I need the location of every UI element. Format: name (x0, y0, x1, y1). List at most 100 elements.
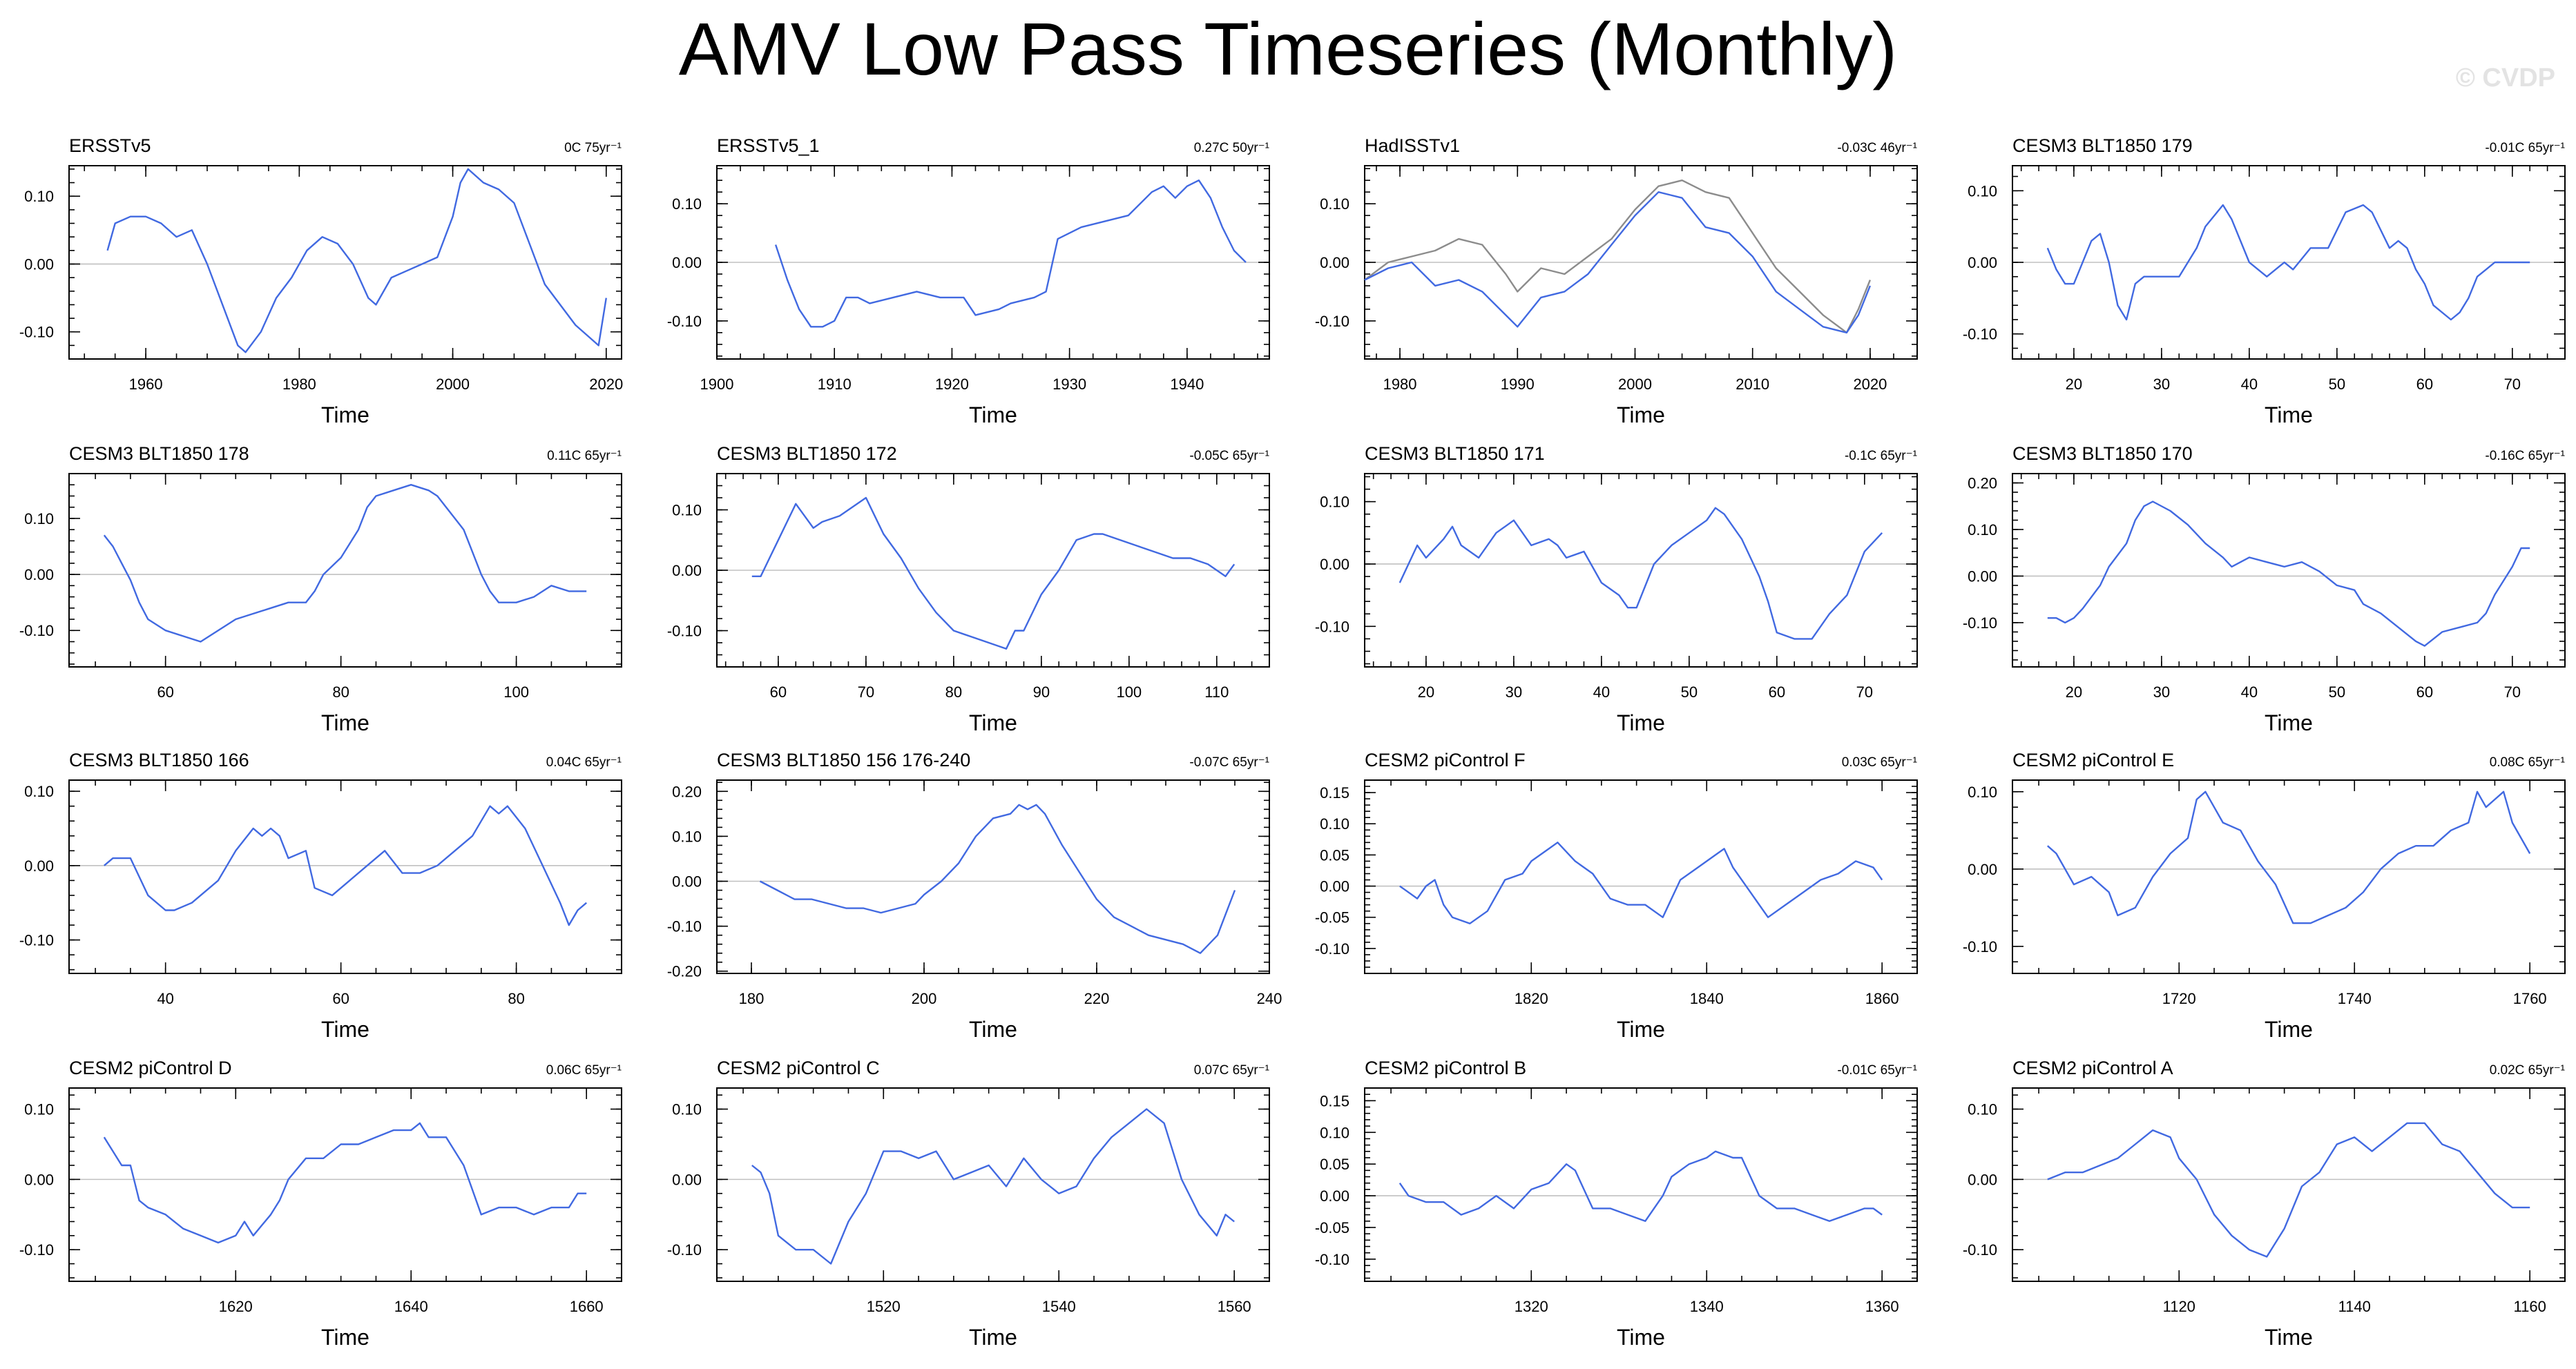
x-axis-label: Time (2265, 1325, 2313, 1350)
x-tick-label: 1840 (1690, 990, 1724, 1007)
y-tick-label: -0.10 (1963, 614, 1997, 632)
chart-panel: 0.10 0.00 -0.10 1720 1740 1760 CESM2 piControl… (1963, 750, 2566, 1042)
y-tick-label: 0.05 (1320, 846, 1349, 864)
chart-panel: 0.10 0.00 -0.10 60 70 80 90 100 110 CESM3 BLT1850… (667, 443, 1270, 735)
series-line (103, 1122, 587, 1244)
x-tick-label: 1540 (1042, 1298, 1076, 1315)
y-tick-label: 0.10 (24, 188, 54, 205)
chart-panel: 0.10 0.00 -0.10 40 60 80 CESM3 BLT1850 166 0.04… (19, 750, 622, 1042)
y-tick-label: 0.05 (1320, 1156, 1349, 1173)
y-tick-label: -0.10 (1315, 313, 1349, 330)
y-tick-label: 0.15 (1320, 784, 1349, 802)
y-tick-label: 0.10 (24, 1101, 54, 1118)
y-tick-label: 0.10 (24, 510, 54, 527)
series-line (751, 1108, 1235, 1265)
chart-panel: 0.10 0.00 -0.10 1900 1910 1920 1930 1940 ERSSTv5… (667, 135, 1270, 427)
x-tick-label: 50 (2329, 376, 2345, 393)
x-axis-label: Time (321, 710, 369, 735)
x-tick-label: 1980 (282, 376, 316, 393)
panel-title: CESM3 BLT1850 170 (2012, 443, 2193, 464)
y-tick-label: -0.20 (667, 963, 702, 980)
chart-panel: 0.10 0.00 -0.10 1120 1140 1160 CESM2 piControl… (1963, 1058, 2566, 1350)
x-tick-label: 60 (1769, 683, 1785, 701)
x-tick-label: 90 (1033, 683, 1050, 701)
series-line (1398, 507, 1883, 640)
y-tick-label: 0.00 (672, 254, 702, 271)
x-tick-label: 40 (2241, 683, 2258, 701)
x-axis-label: Time (321, 402, 369, 427)
x-tick-label: 80 (332, 683, 349, 701)
trend-stat: 0.06C 65yr⁻¹ (546, 1063, 622, 1078)
plot-frame (1364, 779, 1918, 974)
x-tick-label: 50 (1681, 683, 1698, 701)
y-tick-label: 0.10 (672, 1101, 702, 1118)
x-tick-label: 20 (2066, 376, 2082, 393)
y-tick-label: 0.00 (672, 1171, 702, 1188)
x-tick-label: 80 (945, 683, 962, 701)
y-tick-label: 0.00 (1320, 254, 1349, 271)
x-tick-label: 1760 (2513, 990, 2547, 1007)
x-tick-label: 1960 (129, 376, 163, 393)
x-axis-label: Time (1617, 710, 1665, 735)
x-tick-label: 70 (1856, 683, 1873, 701)
x-axis-label: Time (1617, 1325, 1665, 1350)
chart-panel: 0.20 0.10 0.00 -0.10 20 30 40 50 60 70 CESM3 BLT18… (1963, 443, 2566, 735)
x-axis-label: Time (321, 1017, 369, 1042)
series-line (106, 168, 607, 353)
y-tick-label: -0.10 (667, 313, 702, 330)
x-tick-label: 60 (157, 683, 173, 701)
x-tick-label: 20 (1418, 683, 1434, 701)
y-tick-label: 0.10 (1968, 1101, 1997, 1118)
y-tick-label: 0.00 (24, 255, 54, 273)
x-tick-label: 50 (2329, 683, 2345, 701)
x-tick-label: 70 (858, 683, 874, 701)
chart-panel: 0.10 0.00 -0.10 1620 1640 1660 CESM2 piControl… (19, 1058, 622, 1350)
x-tick-label: 2000 (1618, 376, 1652, 393)
y-tick-label: 0.10 (672, 828, 702, 845)
plot-frame (1364, 473, 1918, 668)
x-tick-label: 1820 (1515, 990, 1548, 1007)
y-tick-label: -0.10 (667, 623, 702, 640)
x-tick-label: 70 (2504, 376, 2521, 393)
y-tick-label: 0.00 (1968, 861, 1997, 878)
panel-title: CESM3 BLT1850 172 (717, 443, 897, 464)
trend-stat: 0.27C 50yr⁻¹ (1194, 141, 1269, 155)
y-tick-label: 0.00 (24, 566, 54, 583)
x-tick-label: 60 (332, 990, 349, 1007)
x-tick-label: 30 (2153, 376, 2170, 393)
x-tick-label: 1140 (2338, 1298, 2371, 1315)
plot-frame (716, 1087, 1270, 1282)
series-line (2047, 501, 2530, 647)
y-tick-label: 0.10 (1968, 521, 1997, 538)
x-tick-label: 60 (2416, 683, 2433, 701)
plot-frame (68, 1087, 622, 1282)
y-tick-label: 0.10 (1320, 494, 1349, 511)
y-tick-label: 0.00 (1968, 567, 1997, 585)
chart-panel: 0.15 0.10 0.05 0.00 -0.05 -0.10 1820 1840 1860 CE… (1315, 750, 1918, 1042)
series-line (1399, 842, 1883, 924)
series-line (2047, 790, 2531, 924)
plot-frame (2012, 1087, 2566, 1282)
plot-frame (68, 779, 622, 974)
trend-stat: 0.11C 65yr⁻¹ (547, 449, 622, 463)
panel-title: CESM3 BLT1850 178 (69, 443, 249, 464)
x-axis-label: Time (969, 1325, 1017, 1350)
x-tick-label: 1660 (570, 1298, 604, 1315)
chart-panel: 0.15 0.10 0.05 0.00 -0.05 -0.10 1320 1340 1360 CE… (1315, 1058, 1918, 1350)
panel-title: CESM2 piControl B (1365, 1058, 1526, 1078)
x-tick-label: 200 (912, 990, 937, 1007)
y-tick-label: 0.00 (1968, 254, 1997, 271)
y-tick-label: 0.10 (24, 783, 54, 800)
panel-title: CESM2 piControl C (717, 1058, 880, 1078)
y-tick-label: -0.05 (1315, 1219, 1349, 1236)
y-tick-label: -0.05 (1315, 909, 1349, 926)
plot-frame (68, 473, 622, 668)
series-line (1398, 1150, 1883, 1223)
x-tick-label: 2020 (1853, 376, 1887, 393)
x-tick-label: 1930 (1052, 376, 1086, 393)
trend-stat: 0.07C 65yr⁻¹ (1194, 1063, 1269, 1078)
x-axis-label: Time (321, 1325, 369, 1350)
trend-stat: -0.01C 65yr⁻¹ (1837, 1063, 1917, 1078)
x-tick-label: 1940 (1170, 376, 1204, 393)
